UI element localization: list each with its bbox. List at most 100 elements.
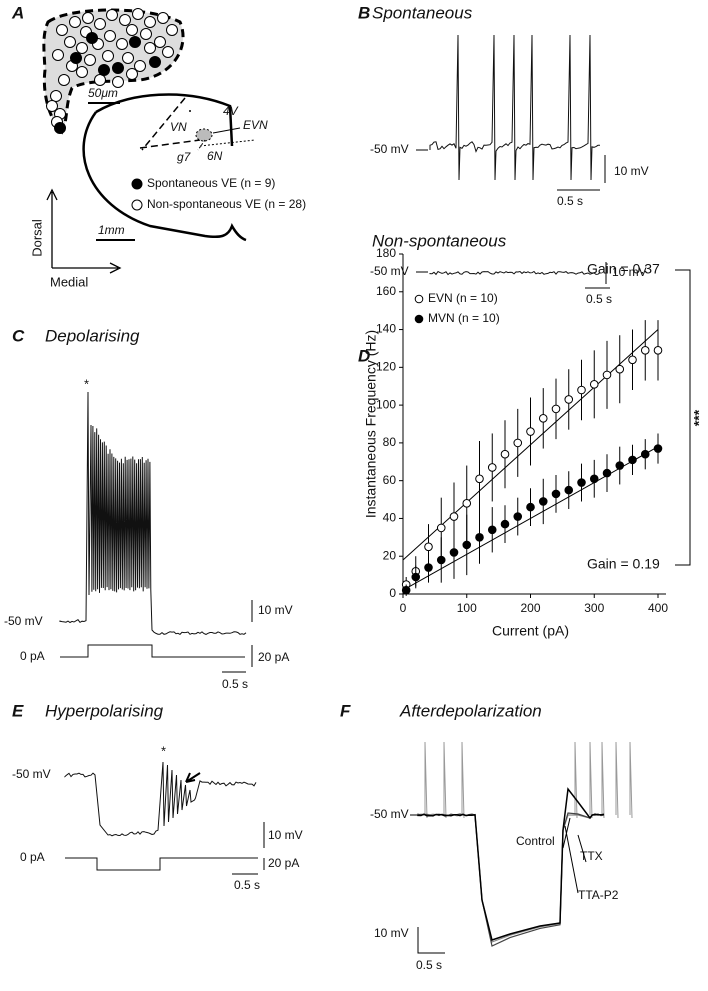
point xyxy=(589,380,599,389)
cell xyxy=(70,52,82,64)
vm-label: -50 mV xyxy=(370,807,409,821)
point xyxy=(551,404,561,414)
stimulus xyxy=(60,644,245,658)
cell xyxy=(166,24,178,36)
chart: D 0 20 40 60 80 100 120 140 160 180 0 100 200 300 400 Cu… xyxy=(358,246,707,639)
y-axis-label: Instantaneous Frequency (Hz) xyxy=(363,330,379,518)
orientation-arrows xyxy=(46,188,122,274)
cell xyxy=(54,122,66,134)
trace xyxy=(429,34,601,181)
point xyxy=(500,519,510,529)
spike xyxy=(574,741,578,819)
point xyxy=(526,502,535,512)
scale-bars xyxy=(222,600,253,673)
cell xyxy=(52,49,64,61)
scale-label: 20 pA xyxy=(268,856,299,870)
point xyxy=(615,364,625,374)
i-label: 0 pA xyxy=(20,649,45,663)
cell xyxy=(119,14,131,26)
point xyxy=(449,548,459,557)
spike xyxy=(615,741,619,819)
scale-label: 10 mV xyxy=(258,603,293,617)
y-tick-label: 100 xyxy=(376,397,396,411)
x-tick-label: 400 xyxy=(648,601,668,615)
region-borders xyxy=(139,97,201,151)
scale-bars xyxy=(417,927,445,954)
vm-label: -50 mV xyxy=(12,767,51,781)
point xyxy=(653,444,663,453)
point xyxy=(462,540,472,550)
point xyxy=(436,555,446,565)
point xyxy=(538,414,548,423)
trace xyxy=(417,787,605,941)
evn-region xyxy=(195,128,213,142)
cell xyxy=(104,30,116,42)
cell xyxy=(112,62,124,74)
scale-label: 0.5 s xyxy=(586,292,612,306)
point xyxy=(628,455,637,465)
point xyxy=(564,485,574,495)
y-tick-label: 60 xyxy=(383,473,397,487)
point xyxy=(628,355,637,365)
cell xyxy=(157,12,169,24)
cell xyxy=(126,24,138,36)
spike xyxy=(629,741,633,819)
spike xyxy=(443,741,447,819)
x-axis-label: Current (pA) xyxy=(492,623,569,639)
scale-bars xyxy=(585,262,610,289)
cell xyxy=(50,90,62,102)
point xyxy=(577,385,586,395)
legend-marker xyxy=(131,199,143,211)
panel-label: B xyxy=(358,3,370,22)
point xyxy=(551,489,561,499)
cell xyxy=(102,50,114,62)
point xyxy=(401,585,411,595)
spike xyxy=(424,741,428,819)
point xyxy=(564,395,574,404)
arrow xyxy=(185,772,201,783)
point xyxy=(500,449,510,459)
legend-marker xyxy=(414,314,424,324)
spike xyxy=(601,741,605,819)
traces xyxy=(410,741,633,947)
x-tick-label: 0 xyxy=(400,601,407,615)
x-tick-label: 300 xyxy=(584,601,604,615)
y-tick-label: 140 xyxy=(376,322,396,336)
point xyxy=(475,533,484,542)
pointers xyxy=(562,817,587,894)
cell xyxy=(46,100,58,112)
point xyxy=(640,346,650,355)
cell xyxy=(149,56,161,68)
cell xyxy=(140,28,152,40)
point xyxy=(615,461,625,470)
point xyxy=(462,499,472,508)
scale-label: 10 mV xyxy=(374,926,409,940)
legend-label: MVN (n = 10) xyxy=(428,311,500,325)
vm-label: -50 mV xyxy=(370,264,409,278)
region-label: 6N xyxy=(207,149,223,163)
cell xyxy=(69,16,81,28)
axis-label: Medial xyxy=(50,274,88,289)
cell xyxy=(112,76,124,88)
legend-label: EVN (n = 10) xyxy=(428,291,498,305)
bracket xyxy=(675,269,691,566)
cell xyxy=(162,46,174,58)
trace xyxy=(64,761,257,837)
cell xyxy=(86,32,98,44)
cell xyxy=(116,38,128,50)
region-label: EVN xyxy=(243,118,268,132)
scale-label: 0.5 s xyxy=(557,194,583,208)
cell xyxy=(58,74,70,86)
legend-label: Non-spontaneous VE (n = 28) xyxy=(147,197,306,211)
spike xyxy=(461,741,465,819)
i-label: 0 pA xyxy=(20,850,45,864)
legend-marker xyxy=(131,178,143,190)
cell xyxy=(132,8,144,20)
point xyxy=(653,346,663,355)
cell xyxy=(82,12,94,24)
scale-bars xyxy=(232,822,265,875)
vm-label: -50 mV xyxy=(370,142,409,156)
trace xyxy=(429,270,601,276)
scale-label: 0.5 s xyxy=(234,878,260,892)
